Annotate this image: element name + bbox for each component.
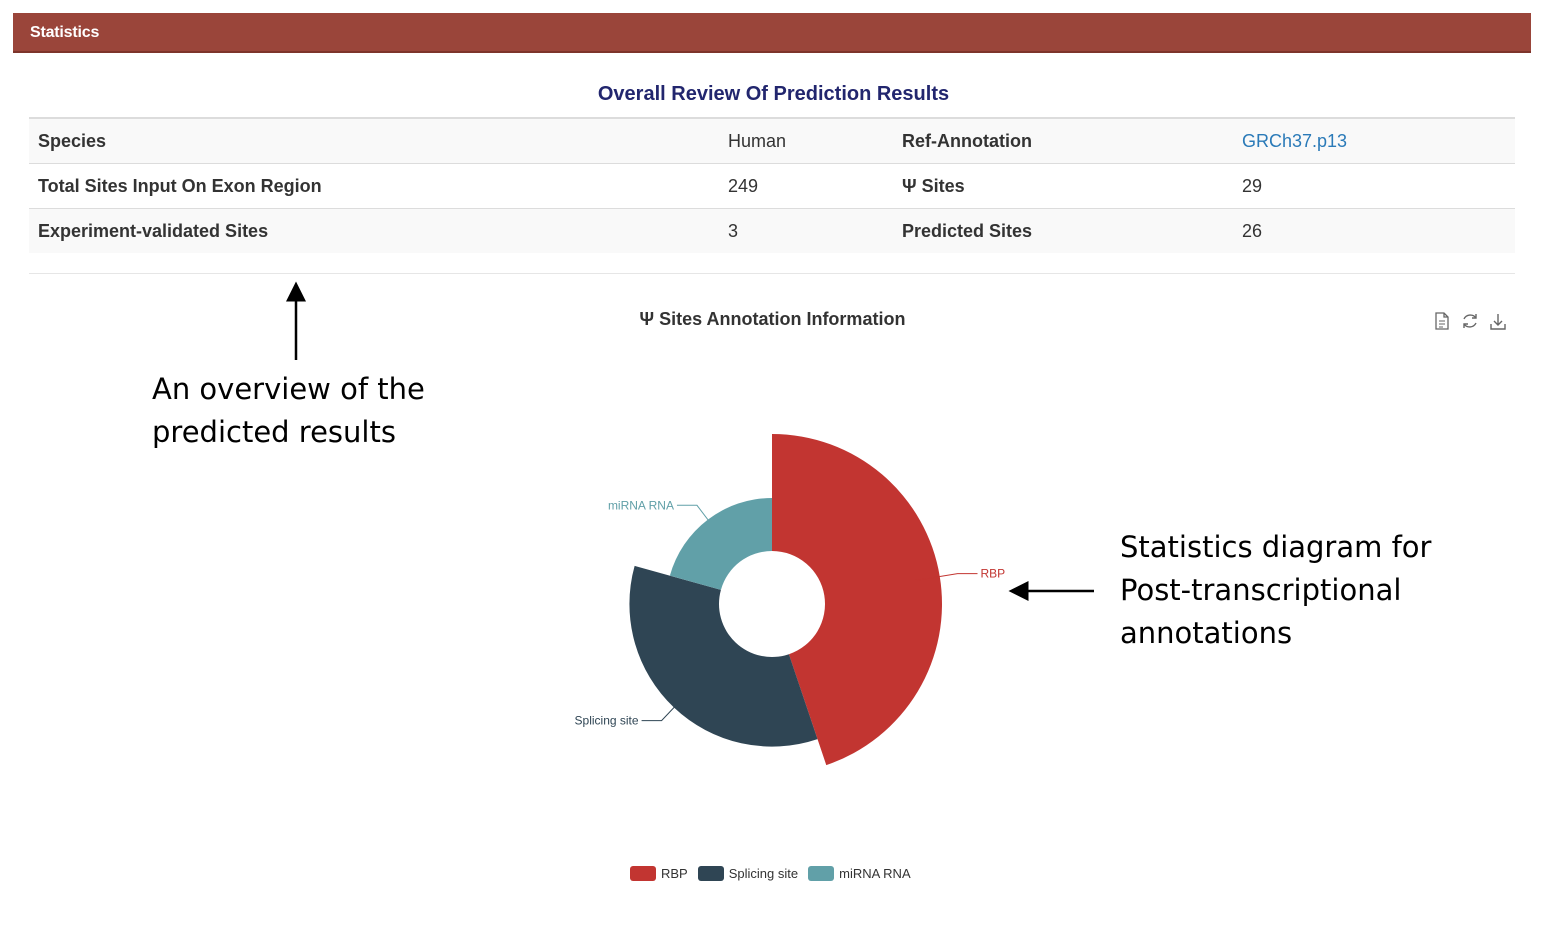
summary-table: Species Human Ref-Annotation GRCh37.p13 … [29, 117, 1515, 253]
species-label: Species [29, 117, 719, 164]
diagram-annotation: Statistics diagram for Post-transcriptio… [1120, 526, 1431, 655]
legend-swatch [630, 866, 656, 881]
slice-label: miRNA RNA [608, 498, 674, 512]
pie-slice-rbp[interactable] [772, 434, 942, 766]
restore-icon[interactable] [1460, 310, 1480, 332]
predicted-sites-label: Predicted Sites [893, 208, 1233, 253]
statistics-title: Statistics [30, 24, 100, 41]
validated-sites-label: Experiment-validated Sites [29, 208, 719, 253]
chart-legend: RBP Splicing site miRNA RNA [630, 866, 911, 881]
total-sites-value: 249 [719, 163, 893, 209]
legend-item-splicing-site[interactable]: Splicing site [697, 866, 799, 881]
predicted-sites-value: 26 [1233, 208, 1515, 253]
slice-label: Splicing site [575, 714, 639, 728]
legend-item-rbp[interactable]: RBP [630, 866, 688, 881]
legend-item-mirna-rna[interactable]: miRNA RNA [808, 866, 911, 881]
chart-toolbox [1432, 310, 1508, 332]
diagram-annotation-line: Post-transcriptional [1120, 573, 1402, 607]
diagram-annotation-line: Statistics diagram for [1120, 530, 1432, 564]
species-value: Human [719, 117, 893, 164]
data-view-icon[interactable] [1432, 310, 1452, 332]
diagram-annotation-line: annotations [1120, 616, 1293, 650]
pie-slice-splicing-site[interactable] [629, 565, 818, 747]
legend-swatch [808, 866, 835, 881]
label-leader-line [914, 573, 978, 582]
label-leader-line [641, 691, 690, 722]
total-sites-label: Total Sites Input On Exon Region [29, 163, 719, 209]
legend-label: miRNA RNA [839, 866, 911, 881]
ref-annotation-link[interactable]: GRCh37.p13 [1233, 117, 1515, 164]
table-row: Total Sites Input On Exon Region 249 Ψ S… [29, 163, 1515, 209]
validated-sites-value: 3 [719, 208, 893, 253]
chart-title: Ψ Sites Annotation Information [639, 309, 906, 329]
statistics-header: Statistics [13, 13, 1531, 53]
overview-annotation-line: An overview of the [152, 372, 425, 406]
psi-sites-value: 29 [1233, 163, 1515, 209]
legend-swatch [697, 866, 724, 881]
overview-annotation-line: predicted results [152, 415, 396, 449]
section-divider [29, 273, 1515, 274]
review-title: Overall Review Of Prediction Results [597, 83, 950, 105]
overview-annotation: An overview of the predicted results [152, 368, 425, 454]
slice-label: RBP [981, 567, 1006, 581]
save-image-icon[interactable] [1488, 310, 1508, 332]
psi-sites-label: Ψ Sites [893, 163, 1233, 209]
ref-annotation-label: Ref-Annotation [893, 117, 1233, 164]
table-row: Experiment-validated Sites 3 Predicted S… [29, 208, 1515, 253]
pie-slice-mirna-rna[interactable] [669, 498, 772, 590]
legend-label: RBP [661, 866, 688, 881]
legend-label: Splicing site [728, 866, 799, 881]
label-leader-line [676, 504, 718, 533]
table-row: Species Human Ref-Annotation GRCh37.p13 [29, 117, 1515, 164]
